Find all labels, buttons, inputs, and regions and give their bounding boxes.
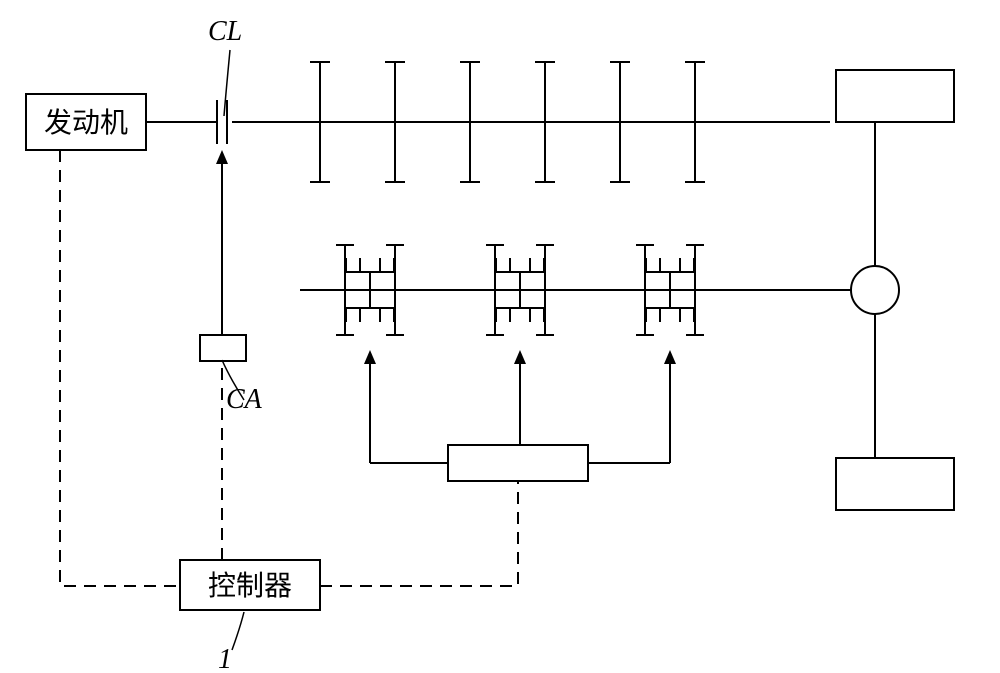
shift-actuator-box: [448, 445, 588, 481]
sync-1-forkBL: [496, 308, 510, 322]
sync-2-forkTR: [680, 258, 694, 272]
controller-label: 控制器: [208, 570, 292, 602]
powertrain-diagram: 发动机控制器CLCA1: [0, 0, 1000, 673]
cl-label: CL: [208, 16, 242, 47]
sync-1-forkTR: [530, 258, 544, 272]
ref1-label: 1: [218, 644, 232, 673]
shift-arrow-right-head: [664, 350, 676, 364]
dash-controller-shift: [320, 481, 518, 586]
sync-1-forkTL: [496, 258, 510, 272]
wheel-top: [836, 70, 954, 122]
clutch-arrow-head: [216, 150, 228, 164]
engine-label: 发动机: [44, 107, 128, 139]
sync-1-forkBR: [530, 308, 544, 322]
shift-arrow-left-head: [364, 350, 376, 364]
sync-2-forkBR: [680, 308, 694, 322]
sync-2-forkTL: [646, 258, 660, 272]
ref1-leader: [232, 612, 244, 650]
clutch-actuator-box: [200, 335, 246, 361]
sync-0-forkTR: [380, 258, 394, 272]
sync-0-forkBR: [380, 308, 394, 322]
sync-0-forkTL: [346, 258, 360, 272]
wheel-bottom: [836, 458, 954, 510]
sync-2-forkBL: [646, 308, 660, 322]
shift-arrow-mid-head: [514, 350, 526, 364]
sync-0-forkBL: [346, 308, 360, 322]
dash-engine-controller: [60, 150, 180, 586]
differential: [851, 266, 899, 314]
